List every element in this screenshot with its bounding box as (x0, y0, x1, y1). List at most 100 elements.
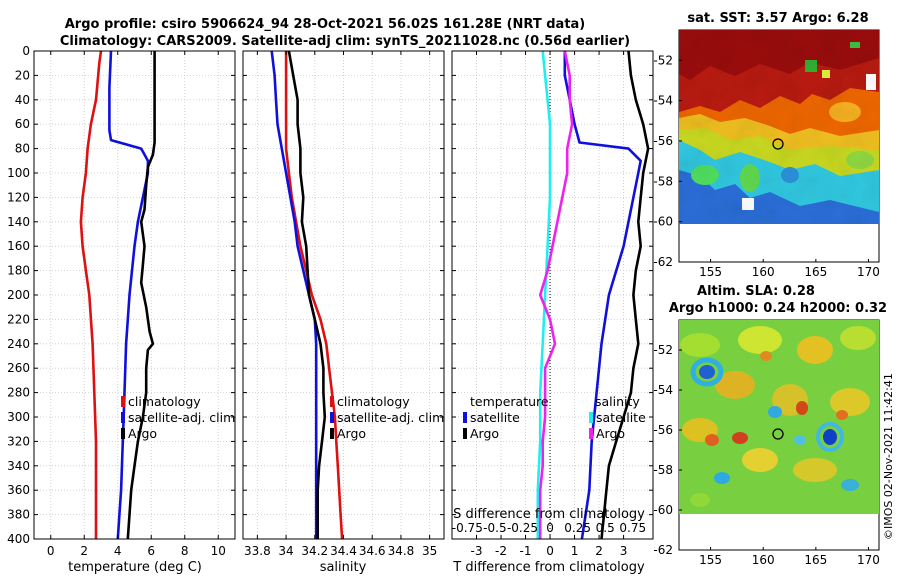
temperature-legend: climatology satellite-adj. clim Argo (121, 394, 235, 441)
sst-map: sat. SST: 3.57 Argo: 6.28 155 160 165 170 -5… (653, 11, 880, 279)
gridlines (34, 50, 235, 540)
legend-label-t-argo: Argo (470, 426, 499, 441)
figure-title-line1: Argo profile: csiro 5906624_94 28-Oct-20… (65, 17, 586, 32)
map-y-tick-label: -62 (653, 543, 673, 557)
x-tick-label: 10 (211, 544, 226, 558)
sla-map-subtitle: Argo h1000: 0.24 h2000: 0.32 (669, 301, 887, 316)
legend-label-argo: Argo (128, 426, 157, 441)
legend-label-climatology: climatology (128, 394, 201, 409)
map-y-tick-label: -54 (653, 94, 673, 108)
gridlines (452, 50, 653, 540)
map-y-tick-label: -60 (653, 215, 673, 229)
map-x-tick-label: 170 (857, 553, 880, 567)
x-tick-label: 0 (47, 544, 55, 558)
map-x-tick-label: 160 (752, 553, 775, 567)
y-tick-label: 180 (7, 264, 30, 278)
sst-map-title: sat. SST: 3.57 Argo: 6.28 (687, 11, 868, 26)
y-tick-label: 220 (7, 312, 30, 326)
x2-tick-label: 0.75 (619, 521, 646, 535)
y-tick-label: 0 (22, 44, 30, 58)
series-line-climatology (284, 51, 344, 539)
series-line-climatology (79, 51, 103, 539)
y-tick-label: 20 (15, 68, 30, 82)
series-line-satellite-adj-clim (108, 51, 150, 539)
x-tick-label: 34.4 (330, 544, 357, 558)
map-x-tick-label: 170 (857, 265, 880, 279)
x-tick-label: 0 (546, 544, 554, 558)
sla-map: Altim. SLA: 0.28 Argo h1000: 0.24 h2000:… (653, 284, 887, 567)
series-group (270, 51, 344, 539)
x-tick-label: 2 (595, 544, 603, 558)
y-tick-label: 360 (7, 483, 30, 497)
x2-tick-label: -0.75 (452, 521, 483, 535)
imos-watermark: ©IMOS 02-Nov-2021 11:42:41 (882, 373, 895, 540)
map-y-tick-label: -56 (653, 423, 673, 437)
salinity-panel: 33.8 34 34.2 34.4 34.6 34.8 35 (242, 50, 445, 558)
legend-swatch-t-satellite (463, 412, 467, 423)
legend-swatch-s-argo (589, 428, 593, 439)
x-tick-label: 34 (278, 544, 293, 558)
y-tick-label: 400 (7, 532, 30, 546)
legend-label-satellite: satellite-adj. clim (337, 410, 444, 425)
y-tick-label: 380 (7, 508, 30, 522)
map-y-tick-label: -60 (653, 503, 673, 517)
sst-map-axes: 155 160 165 170 -52 -54 -56 -58 -60 -62 (653, 53, 880, 279)
x-tick-label: 34.8 (388, 544, 415, 558)
map-y-tick-label: -54 (653, 383, 673, 397)
series-group (79, 51, 156, 539)
x2-tick-label: 0.5 (596, 521, 615, 535)
legend-swatch-t-argo (463, 428, 467, 439)
x-tick-label: 3 (620, 544, 628, 558)
y-tick-label: 320 (7, 434, 30, 448)
y-tick-label: 40 (15, 93, 30, 107)
legend-swatch-satellite (330, 412, 334, 423)
sla-map-title: Altim. SLA: 0.28 (697, 284, 815, 299)
temperature-panel: 0204060801001201401601802002202402602803… (7, 44, 236, 558)
t-difference-axis-label: T difference from climatology (452, 560, 645, 575)
x2-tick-label: -0.5 (483, 521, 506, 535)
salinity-legend: climatology satellite-adj. clim Argo (330, 394, 444, 441)
x-tick-label: -3 (471, 544, 483, 558)
map-x-tick-label: 155 (699, 265, 722, 279)
y-tick-label: 100 (7, 166, 30, 180)
sla-argo-position-marker (772, 428, 784, 440)
legend-swatch-climatology (330, 396, 334, 407)
x2-tick-label: -0.25 (507, 521, 538, 535)
series-line-argo (287, 51, 327, 539)
series-line-s-satellite (536, 51, 552, 539)
legend-label-climatology: climatology (337, 394, 410, 409)
salinity-axis-label: salinity (320, 560, 367, 575)
sla-field (679, 320, 879, 514)
x2-tick-label: 0.25 (564, 521, 591, 535)
y-tick-label: 140 (7, 215, 30, 229)
x-tick-label: 4 (114, 544, 122, 558)
sst-argo-position-marker (772, 138, 784, 150)
x-tick-label: -1 (520, 544, 532, 558)
map-x-tick-label: 165 (804, 553, 827, 567)
y-tick-label: 260 (7, 361, 30, 375)
x-tick-label: 8 (181, 544, 189, 558)
legend-title-temperature: temperature (470, 394, 549, 409)
y-tick-label: 200 (7, 288, 30, 302)
x-tick-label: 1 (571, 544, 579, 558)
figure-title-line2: Climatology: CARS2009. Satellite-adj cli… (60, 34, 630, 49)
y-tick-label: 240 (7, 337, 30, 351)
temperature-axis-label: temperature (deg C) (68, 560, 202, 575)
s-difference-axis-label: S difference from climatology (453, 507, 645, 522)
x-tick-label: 33.8 (244, 544, 271, 558)
series-line-t-satellite (563, 51, 643, 539)
map-y-tick-label: -62 (653, 255, 673, 269)
sla-map-axes: 155 160 165 170 -52 -54 -56 -58 -60 -62 (653, 343, 880, 567)
series-line-t-argo (600, 51, 650, 539)
series-line-s-argo (538, 51, 574, 539)
legend-swatch-satellite (121, 412, 125, 423)
y-tick-label: 300 (7, 410, 30, 424)
series-group (536, 51, 650, 539)
map-y-tick-label: -56 (653, 134, 673, 148)
y-tick-label: 60 (15, 117, 30, 131)
difference-legend-temperature: temperature satellite Argo (463, 394, 549, 441)
map-y-tick-label: -58 (653, 463, 673, 477)
y-tick-label: 80 (15, 142, 30, 156)
legend-label-argo: Argo (337, 426, 366, 441)
map-y-tick-label: -52 (653, 53, 673, 67)
